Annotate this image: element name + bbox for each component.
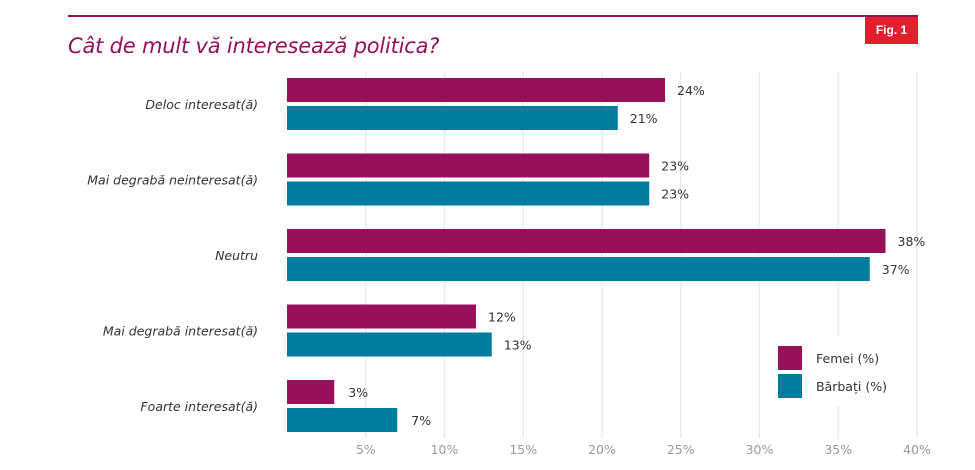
value-label-barbati-mai-degraba-interesat-a: 13% xyxy=(504,338,532,353)
category-labels: Deloc interesat(ă) Mai degrabă neinteresa… xyxy=(87,97,258,414)
bar-barbati-deloc-interesat-a xyxy=(287,106,618,130)
value-label-femei-foarte-interesat-a: 3% xyxy=(348,385,368,400)
x-tick-label: 20% xyxy=(588,442,616,457)
value-label-femei-deloc-interesat-a: 24% xyxy=(677,83,705,98)
bar-femei-neutru xyxy=(287,229,886,253)
bar-femei-foarte-interesat-a xyxy=(287,380,335,404)
value-label-femei-mai-degraba-interesat-a: 12% xyxy=(488,310,516,325)
value-label-barbati-foarte-interesat-a: 7% xyxy=(411,413,431,428)
x-tick-label: 10% xyxy=(431,442,459,457)
bar-femei-mai-degraba-interesat-a xyxy=(287,304,476,329)
value-labels: 24% 21% 23% 23% 38% 37% 12% 13% 3% 7% xyxy=(348,83,925,428)
top-rule xyxy=(68,15,918,17)
x-tick-label: 25% xyxy=(667,442,695,457)
figure-badge: Fig. 1 xyxy=(865,17,918,44)
bar-barbati-foarte-interesat-a xyxy=(287,408,398,432)
x-tick-label: 15% xyxy=(509,442,537,457)
gridlines xyxy=(365,72,918,438)
value-label-barbati-mai-degraba-neinteresat-a: 23% xyxy=(661,187,689,202)
legend-item-femei: Femei (%) xyxy=(778,346,879,370)
bar-barbati-mai-degraba-interesat-a xyxy=(287,332,492,357)
legend: Femei (%) Bărbați (%) xyxy=(760,336,910,406)
value-label-barbati-neutru: 37% xyxy=(882,262,910,277)
x-tick-label: 35% xyxy=(824,442,852,457)
category-label-neutru: Neutru xyxy=(215,248,258,263)
category-label-deloc-interesat-a: Deloc interesat(ă) xyxy=(145,97,258,112)
legend-swatch-barbati xyxy=(778,374,802,398)
legend-label-femei: Femei (%) xyxy=(816,350,880,366)
chart-title: Cât de mult vă interesează politica? xyxy=(68,34,440,58)
category-label-mai-degraba-neinteresat-a: Mai degrabă neinteresat(ă) xyxy=(87,173,258,188)
legend-swatch-femei xyxy=(778,346,802,370)
x-axis-ticks: 5% 10% 15% 20% 25% 30% 35% 40% xyxy=(356,442,931,457)
value-label-barbati-deloc-interesat-a: 21% xyxy=(630,111,658,126)
value-label-femei-neutru: 38% xyxy=(898,234,926,249)
bar-femei-mai-degraba-neinteresat-a xyxy=(287,153,650,178)
bar-barbati-neutru xyxy=(287,257,870,281)
x-tick-label: 40% xyxy=(903,442,931,457)
category-label-mai-degraba-interesat-a: Mai degrabă interesat(ă) xyxy=(103,324,258,339)
bars xyxy=(287,78,886,432)
legend-item-barbati: Bărbați (%) xyxy=(778,374,887,398)
bar-femei-deloc-interesat-a xyxy=(287,78,665,102)
x-tick-label: 5% xyxy=(356,442,376,457)
x-tick-label: 30% xyxy=(746,442,774,457)
bar-barbati-mai-degraba-neinteresat-a xyxy=(287,181,650,206)
value-label-femei-mai-degraba-neinteresat-a: 23% xyxy=(661,159,689,174)
legend-label-barbati: Bărbați (%) xyxy=(816,378,887,394)
category-label-foarte-interesat-a: Foarte interesat(ă) xyxy=(140,399,258,414)
